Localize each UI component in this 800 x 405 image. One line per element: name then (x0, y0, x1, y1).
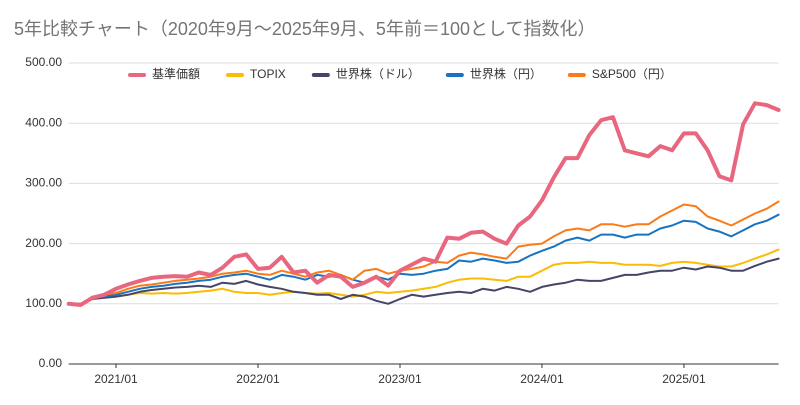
y-tick-label: 200.00 (25, 236, 62, 250)
y-tick-label: 0.00 (39, 356, 63, 370)
series-line (66, 101, 781, 307)
x-tick-label: 2024/01 (520, 372, 564, 386)
x-tick-label: 2022/01 (236, 372, 280, 386)
x-tick-label: 2025/01 (662, 372, 706, 386)
legend-label: 世界株（ドル） (336, 66, 420, 81)
series-line (67, 257, 780, 305)
legend-label: 世界株（円） (470, 66, 542, 81)
y-tick-label: 400.00 (25, 115, 62, 129)
legend-label: 基準価額 (152, 66, 200, 81)
series-line (67, 200, 780, 306)
y-tick-label: 100.00 (25, 296, 62, 310)
y-tick-label: 300.00 (25, 176, 62, 190)
x-tick-label: 2021/01 (94, 372, 138, 386)
series-line (67, 248, 780, 305)
legend-label: TOPIX (250, 67, 286, 81)
x-tick-label: 2023/01 (378, 372, 422, 386)
legend-label: S&P500（円） (592, 67, 672, 81)
series-line (67, 213, 780, 306)
y-tick-label: 500.00 (25, 55, 62, 69)
chart-title: 5年比較チャート（2020年9月～2025年9月、5年前＝100として指数化） (14, 19, 595, 39)
